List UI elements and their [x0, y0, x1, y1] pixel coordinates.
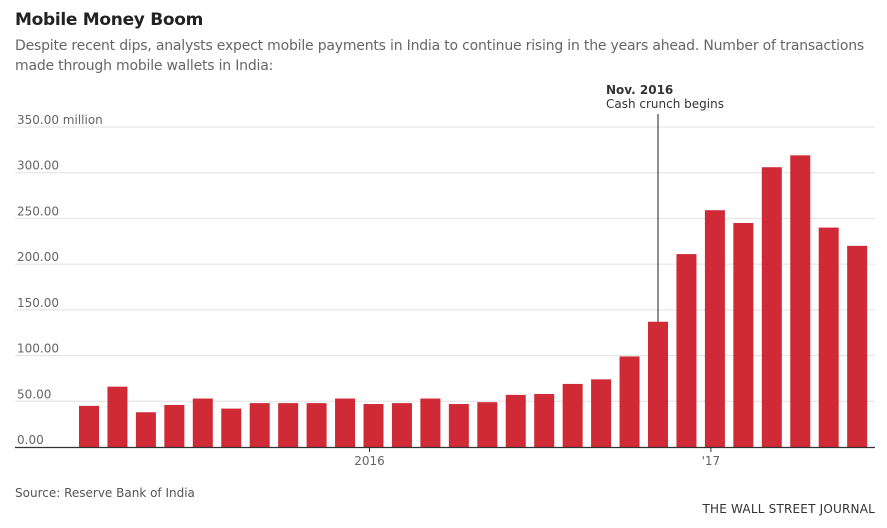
bar-sep-2015	[249, 403, 270, 447]
chart-subtitle: Despite recent dips, analysts expect mob…	[15, 38, 864, 74]
bar-apr-2017	[790, 155, 811, 448]
bar-jun-2015	[164, 404, 185, 447]
bar-jan-2017	[704, 210, 725, 447]
y-tick-label: 300.00	[17, 159, 59, 173]
y-tick-label: 50.00	[17, 387, 51, 401]
x-tick-label: '17	[702, 454, 721, 468]
bar-jul-2016	[534, 393, 555, 447]
publisher-logo: THE WALL STREET JOURNAL	[702, 502, 875, 516]
chart-title: Mobile Money Boom	[15, 10, 204, 30]
bar-mar-2017	[761, 167, 782, 447]
bar-mar-2016	[420, 398, 441, 447]
y-tick-label: 250.00	[17, 204, 59, 218]
bar-feb-2016	[391, 403, 412, 447]
x-axis-ticks: 2016 '17	[354, 447, 720, 468]
bar-dec-2015	[335, 398, 356, 447]
annotation-text: Cash crunch begins	[606, 97, 724, 111]
y-tick-label: 150.00	[17, 296, 59, 310]
bar-may-2016	[477, 402, 498, 447]
bar-aug-2016	[562, 383, 583, 447]
bar-may-2015	[135, 412, 156, 447]
bar-jun-2017	[847, 245, 868, 447]
bar-sep-2016	[591, 379, 612, 447]
y-axis-labels: 0.00 50.00 100.00 150.00 200.00 250.00 300.00 3…	[17, 113, 103, 447]
bar-nov-2016	[648, 321, 668, 447]
bar-apr-2016	[448, 404, 469, 447]
bar-oct-2015	[278, 403, 299, 447]
bar-nov-2015	[306, 403, 327, 447]
bars	[79, 155, 868, 448]
bar-aug-2015	[221, 408, 242, 447]
bar-oct-2016	[619, 356, 640, 447]
bar-jun-2016	[505, 394, 526, 447]
y-tick-label: 200.00	[17, 250, 59, 264]
y-tick-label: 350.00 million	[17, 113, 103, 127]
bar-apr-2015	[107, 386, 128, 447]
bar-dec-2016	[676, 254, 697, 447]
source-note: Source: Reserve Bank of India	[15, 486, 195, 500]
gridlines	[15, 126, 875, 402]
y-tick-label: 100.00	[17, 342, 59, 356]
bar-feb-2017	[733, 223, 754, 447]
y-tick-label: 0.00	[17, 433, 44, 447]
annotation-title: Nov. 2016	[606, 83, 673, 97]
bar-jan-2016	[363, 404, 384, 447]
x-tick-label: 2016	[354, 454, 385, 468]
annotation: Nov. 2016 Cash crunch begins	[606, 83, 724, 322]
bar-may-2017	[818, 227, 839, 447]
bar-mar-2015	[79, 405, 99, 447]
bar-jul-2015	[192, 398, 213, 447]
